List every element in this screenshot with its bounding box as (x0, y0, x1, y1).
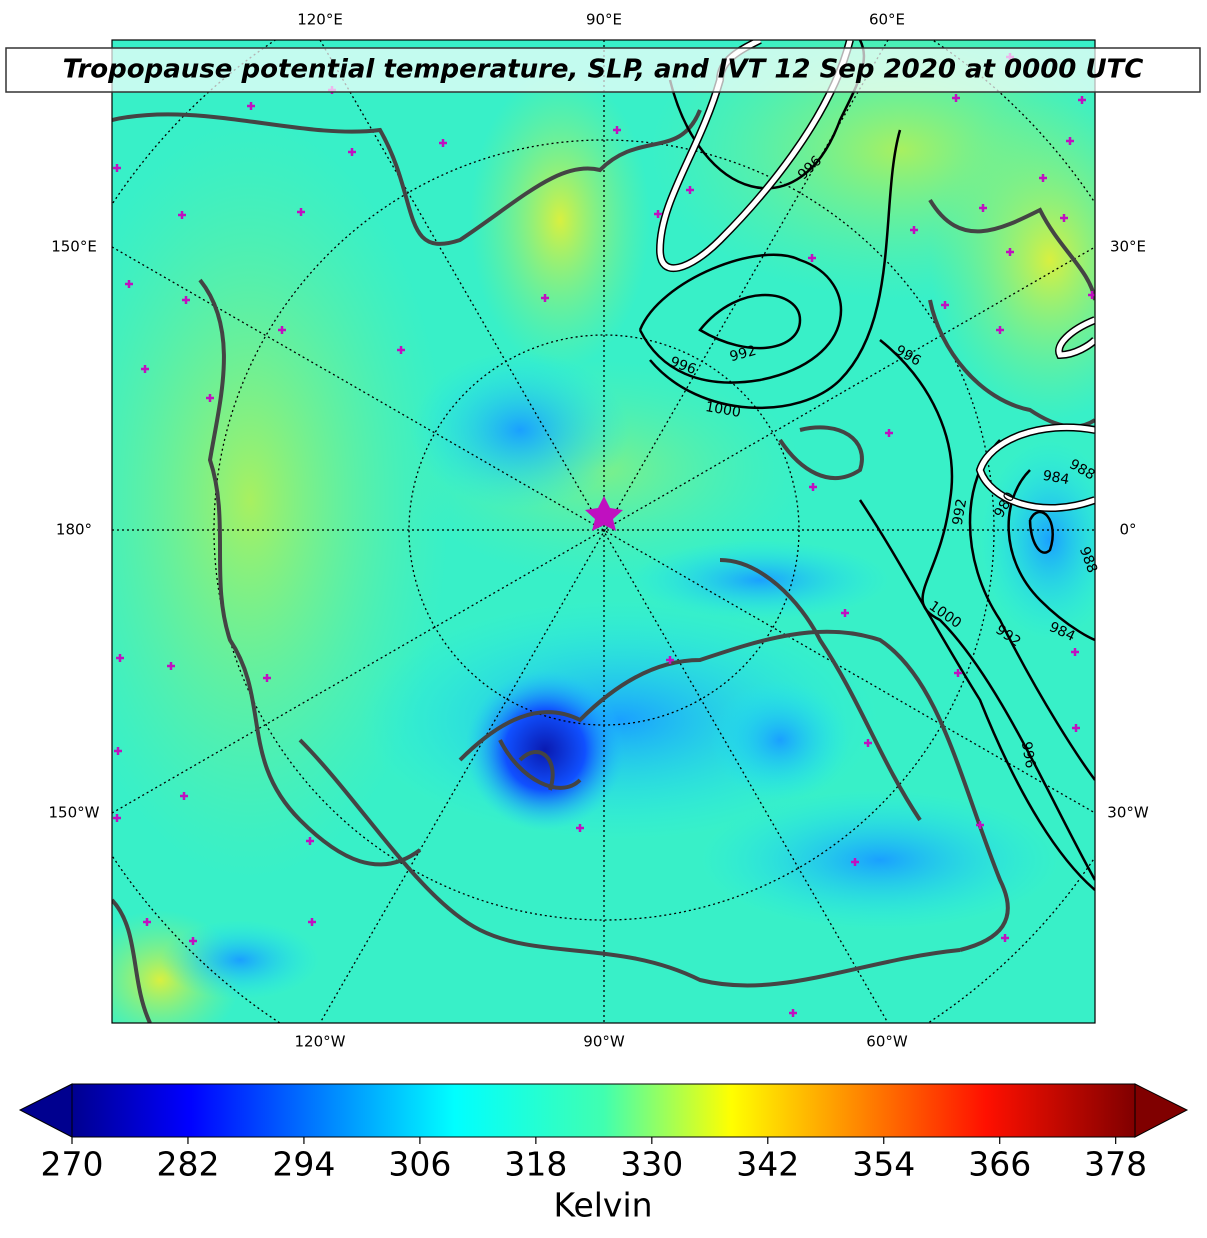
station-marker (1078, 96, 1086, 104)
station-marker (1060, 214, 1068, 222)
station-marker (851, 858, 859, 866)
lon-label: 90°W (583, 1033, 625, 1051)
station-marker (1006, 248, 1014, 256)
station-marker (864, 739, 872, 747)
contour-label: 984 (1041, 468, 1070, 488)
station-marker (308, 918, 316, 926)
colorbar-tick-label: 366 (968, 1145, 1031, 1184)
station-marker (910, 226, 918, 234)
station-marker (885, 429, 893, 437)
station-marker (178, 211, 186, 219)
lon-label: 120°E (297, 11, 343, 29)
colorbar-tick-label: 330 (620, 1145, 683, 1184)
station-markers (113, 53, 1095, 1017)
station-marker (141, 365, 149, 373)
station-marker (143, 918, 151, 926)
station-marker (297, 208, 305, 216)
coastlines (112, 109, 1095, 1023)
graticule (112, 40, 1095, 1023)
colorbar (72, 1084, 1135, 1137)
station-marker (941, 301, 949, 309)
station-marker (666, 656, 674, 664)
station-marker (809, 483, 817, 491)
station-marker (125, 280, 133, 288)
colorbar-tick-label: 354 (852, 1145, 915, 1184)
lon-label: 120°W (295, 1033, 346, 1051)
station-marker (397, 346, 405, 354)
station-marker (439, 139, 447, 147)
colorbar-tick-label: 294 (272, 1145, 335, 1184)
station-marker (180, 792, 188, 800)
title-box (5, 47, 1201, 93)
station-marker (114, 747, 122, 755)
colorbar-tick-label: 342 (736, 1145, 799, 1184)
station-marker (113, 814, 121, 822)
station-marker (1001, 934, 1009, 942)
station-marker (654, 210, 662, 218)
station-marker (789, 1009, 797, 1017)
lon-label: 60°E (869, 11, 905, 29)
station-marker (841, 609, 849, 617)
star-marker (585, 496, 623, 531)
lon-label: 180° (56, 521, 92, 539)
lon-label: 60°W (866, 1033, 908, 1051)
station-marker (954, 669, 962, 677)
station-marker (686, 186, 694, 194)
station-marker (1072, 724, 1080, 732)
station-marker (182, 296, 190, 304)
lon-label: 0° (1119, 521, 1136, 539)
colorbar-frame (71, 1083, 1136, 1138)
lon-label: 150°W (49, 804, 100, 822)
station-marker (306, 837, 314, 845)
lon-label: 150°E (51, 238, 97, 256)
station-marker (348, 148, 356, 156)
contour-label: 992 (728, 343, 758, 365)
lon-label: 90°E (586, 11, 622, 29)
colorbar-tick-label: 270 (41, 1145, 104, 1184)
station-marker (278, 326, 286, 334)
map-frame (111, 39, 1096, 1024)
station-marker (979, 204, 987, 212)
colorbar-tick-label: 318 (504, 1145, 567, 1184)
station-marker (613, 126, 621, 134)
station-marker (247, 102, 255, 110)
station-marker (541, 294, 549, 302)
map-field (112, 40, 1095, 1023)
station-marker (206, 394, 214, 402)
station-marker (808, 254, 816, 262)
station-marker (1071, 648, 1079, 656)
station-marker (952, 94, 960, 102)
contour-label: 992 (950, 497, 970, 526)
station-marker (263, 674, 271, 682)
station-marker (1066, 137, 1074, 145)
lon-label: 30°E (1110, 238, 1146, 256)
station-marker (996, 326, 1004, 334)
station-marker (576, 824, 584, 832)
colorbar-extend-high (1134, 1083, 1189, 1138)
colorbar-tick-label: 306 (388, 1145, 451, 1184)
station-marker (113, 164, 121, 172)
colorbar-tick-label: 282 (156, 1145, 219, 1184)
colorbar-extend-low (18, 1083, 73, 1138)
station-marker (1039, 174, 1047, 182)
lon-label: 30°W (1107, 804, 1149, 822)
station-marker (189, 937, 197, 945)
contour-label: 996 (1018, 740, 1038, 769)
contour-label: 1000 (704, 399, 742, 421)
title: Tropopause potential temperature, SLP, a… (63, 55, 1144, 85)
isobars (638, 40, 1095, 891)
station-marker (167, 662, 175, 670)
station-marker (976, 821, 984, 829)
colorbar-tick-label: 378 (1084, 1145, 1147, 1184)
colorbar-label: Kelvin (553, 1186, 652, 1225)
station-marker (116, 654, 124, 662)
